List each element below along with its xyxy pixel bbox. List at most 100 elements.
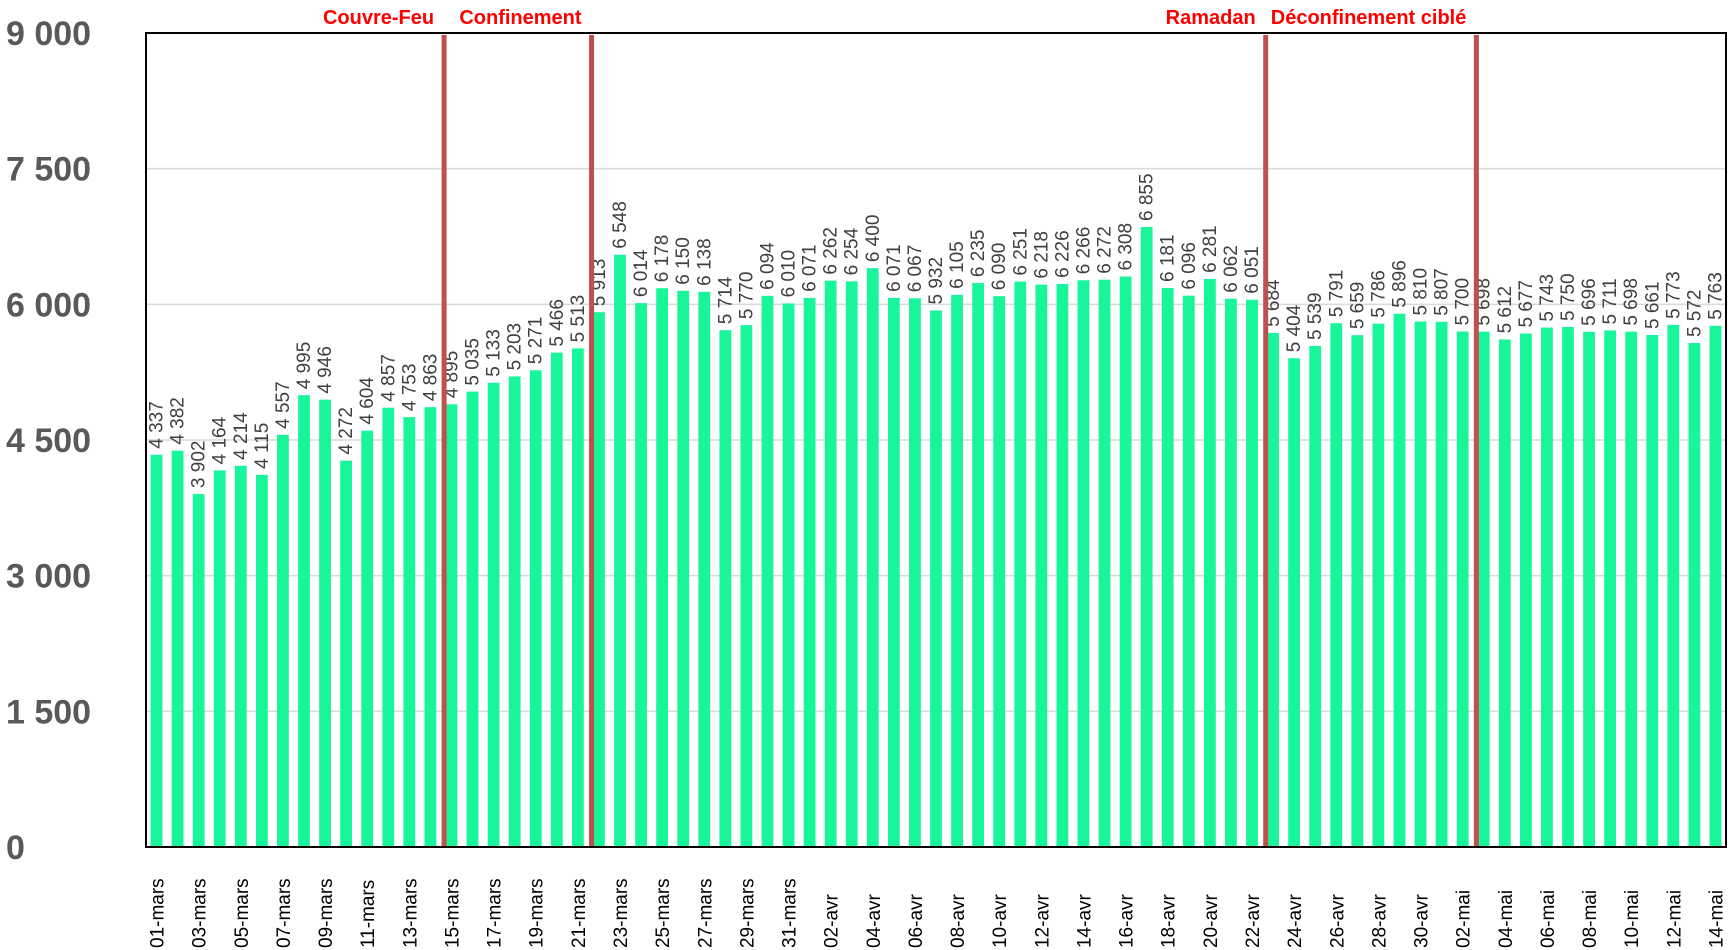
data-label: 4 214 (231, 412, 252, 460)
data-label: 6 014 (631, 249, 652, 297)
bar (192, 494, 205, 847)
y-tick-label: 1 500 (6, 693, 91, 731)
x-tick-label: 02-mai (1454, 890, 1475, 948)
data-label: 6 226 (1052, 230, 1073, 278)
bar (1646, 334, 1659, 847)
event-label: Déconfinement ciblé (1271, 7, 1467, 29)
data-label: 5 404 (1284, 304, 1305, 352)
x-tick-label: 04-mai (1496, 890, 1517, 948)
data-label: 6 010 (779, 250, 800, 298)
event-label: Ramadan (1166, 7, 1256, 29)
data-label: 6 400 (863, 215, 884, 263)
x-tick-label: 07-mars (274, 878, 295, 948)
data-label: 5 539 (1305, 292, 1326, 340)
bar (972, 283, 985, 848)
bar (951, 294, 963, 847)
event-markers: Couvre-Feu Confinement Ramadan Déconfinemen… (323, 7, 1479, 847)
x-tick-label: 11-mars (358, 880, 379, 948)
y-tick-label: 0 (6, 829, 25, 867)
x-tick-label: 20-avr (1201, 893, 1222, 948)
bar (277, 434, 289, 847)
data-label: 5 684 (1263, 279, 1284, 327)
data-label: 4 895 (441, 351, 462, 399)
data-label: 5 203 (505, 323, 526, 371)
data-label: 4 337 (147, 401, 168, 449)
bar (1477, 331, 1490, 847)
data-label: 5 711 (1600, 278, 1621, 324)
x-tick-label: 06-mai (1538, 890, 1559, 948)
bar (1372, 323, 1385, 847)
data-label: 6 090 (989, 243, 1010, 291)
data-label: 5 791 (1326, 270, 1347, 318)
bar (1688, 343, 1701, 847)
data-label: 5 661 (1642, 281, 1663, 329)
bar (571, 348, 584, 847)
x-tick-label: 23-mars (611, 878, 632, 948)
x-tick-label: 10-mai (1622, 890, 1643, 948)
bar (866, 268, 879, 848)
y-tick-label: 3 000 (6, 558, 91, 596)
bar (298, 395, 310, 847)
x-tick-label: 26-avr (1327, 893, 1348, 948)
bar (782, 303, 795, 847)
data-label: 5 763 (1705, 272, 1726, 320)
x-tick-label: 14-mai (1706, 890, 1727, 948)
data-label: 5 896 (1389, 260, 1410, 308)
data-label: 5 932 (926, 257, 947, 305)
data-label: 6 235 (968, 230, 989, 278)
data-label: 4 382 (168, 397, 189, 445)
bar (1035, 284, 1048, 847)
bar (698, 291, 711, 847)
bar (930, 310, 942, 848)
x-tick-label: 09-mars (316, 878, 337, 948)
data-label: 4 115 (252, 423, 273, 469)
x-tick-label: 27-mars (695, 878, 716, 948)
bar (740, 325, 753, 847)
bar (1140, 227, 1153, 848)
data-label: 6 150 (673, 237, 694, 285)
data-label: 6 266 (1073, 227, 1094, 275)
bar (1161, 287, 1174, 847)
data-label: 5 035 (463, 338, 484, 386)
x-tick-label: 15-mars (442, 878, 463, 948)
x-tick-label: 18-avr (1159, 893, 1180, 948)
bar (255, 474, 268, 847)
bar (529, 370, 542, 847)
bar (1288, 358, 1301, 847)
bar (1667, 324, 1680, 847)
bar (508, 376, 521, 847)
data-label: 4 272 (336, 407, 357, 455)
data-label: 6 178 (652, 235, 673, 283)
data-label: 6 051 (1242, 246, 1263, 294)
data-label: 6 251 (1010, 228, 1031, 276)
event-label: Confinement (459, 7, 582, 29)
data-label: 5 696 (1579, 278, 1600, 326)
data-label: 6 281 (1200, 225, 1221, 273)
data-label: 6 067 (905, 245, 926, 293)
x-tick-label: 06-avr (906, 893, 927, 948)
data-label: 6 071 (884, 244, 905, 292)
bar (1498, 339, 1511, 847)
data-label: 6 181 (1158, 234, 1179, 282)
data-label: 5 700 (1453, 278, 1474, 326)
bar (909, 298, 921, 847)
data-label: 6 254 (842, 227, 863, 275)
data-label: 6 096 (1179, 242, 1200, 290)
bar (382, 407, 395, 847)
bar (1225, 298, 1237, 847)
bar (1519, 333, 1532, 847)
bar (1562, 326, 1574, 847)
bar (1182, 295, 1195, 848)
x-tick-label: 22-avr (1243, 893, 1264, 948)
data-label: 6 138 (694, 238, 715, 286)
data-label: 5 572 (1684, 289, 1705, 337)
event-label: Couvre-Feu (323, 7, 434, 29)
x-tick-label: 30-avr (1412, 893, 1433, 948)
bar (1246, 299, 1258, 847)
data-label: 6 262 (821, 227, 842, 275)
x-tick-label: 21-mars (569, 878, 590, 948)
data-label: 6 105 (947, 241, 968, 289)
bar (1014, 281, 1027, 847)
